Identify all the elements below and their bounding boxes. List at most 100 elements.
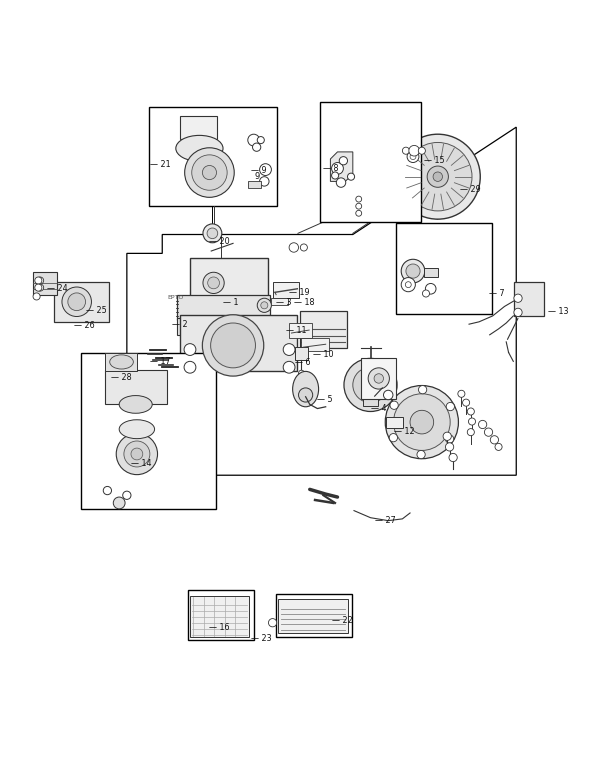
Circle shape [192, 155, 227, 190]
Circle shape [332, 163, 343, 174]
Text: — 5: — 5 [317, 395, 333, 404]
Text: eReplacementParts.com: eReplacementParts.com [185, 385, 405, 403]
Text: — 7: — 7 [489, 289, 504, 298]
Ellipse shape [119, 396, 152, 413]
Circle shape [363, 378, 378, 392]
Text: — 9: — 9 [251, 167, 266, 175]
Circle shape [35, 277, 42, 284]
Circle shape [368, 367, 389, 389]
Text: — 23: — 23 [251, 633, 271, 643]
Circle shape [33, 293, 40, 300]
Circle shape [124, 441, 150, 467]
Circle shape [35, 284, 42, 291]
Circle shape [332, 172, 339, 179]
Text: — 15: — 15 [424, 156, 444, 165]
Circle shape [445, 435, 454, 443]
Circle shape [422, 290, 430, 297]
Circle shape [407, 151, 419, 163]
Circle shape [409, 145, 419, 156]
Text: — 21: — 21 [150, 160, 171, 170]
Circle shape [103, 487, 112, 495]
Text: — 12: — 12 [394, 427, 415, 436]
Circle shape [514, 308, 522, 316]
Circle shape [418, 386, 427, 393]
Polygon shape [127, 127, 516, 475]
Circle shape [37, 277, 44, 284]
Bar [117, 370, 127, 374]
Circle shape [348, 173, 355, 180]
Circle shape [417, 451, 425, 458]
Text: — 1: — 1 [223, 299, 238, 307]
Circle shape [405, 282, 411, 287]
Text: — 20: — 20 [209, 237, 230, 246]
Circle shape [467, 429, 474, 435]
Circle shape [68, 293, 86, 311]
Bar [105, 352, 137, 371]
Circle shape [433, 172, 442, 181]
Bar [396, 222, 492, 314]
Bar [33, 272, 57, 295]
Text: — 10: — 10 [313, 351, 333, 359]
Circle shape [406, 264, 420, 278]
Circle shape [300, 244, 307, 251]
Circle shape [353, 367, 388, 403]
Bar [514, 282, 544, 316]
Circle shape [203, 224, 222, 243]
Bar [300, 311, 347, 348]
Circle shape [283, 361, 295, 373]
Circle shape [410, 410, 434, 434]
Circle shape [123, 491, 131, 500]
Circle shape [445, 443, 454, 451]
Text: — 4: — 4 [371, 404, 386, 413]
Circle shape [389, 433, 398, 442]
Text: — 11: — 11 [286, 325, 306, 335]
Bar [177, 319, 204, 335]
Circle shape [202, 315, 264, 376]
Bar [278, 599, 348, 633]
Bar [386, 417, 403, 428]
Bar [188, 591, 254, 640]
Circle shape [385, 386, 458, 458]
Circle shape [449, 453, 457, 461]
Circle shape [211, 323, 255, 367]
Circle shape [404, 142, 472, 211]
Text: EPTO: EPTO [168, 295, 184, 300]
Text: — 2: — 2 [172, 319, 188, 329]
Circle shape [446, 403, 454, 411]
Circle shape [62, 287, 91, 316]
Bar [105, 371, 167, 404]
Text: — 3: — 3 [276, 298, 291, 307]
Text: — 6: — 6 [295, 358, 310, 367]
Polygon shape [330, 152, 353, 181]
Bar [301, 338, 329, 351]
Circle shape [356, 196, 362, 202]
Bar [180, 316, 297, 371]
Bar [81, 352, 216, 509]
Circle shape [490, 435, 499, 444]
Circle shape [131, 448, 143, 460]
Bar [121, 376, 132, 380]
Text: — 17: — 17 [150, 358, 171, 367]
Circle shape [401, 277, 415, 292]
Circle shape [207, 228, 218, 238]
Circle shape [299, 388, 313, 402]
Circle shape [478, 420, 487, 429]
Bar [113, 364, 124, 368]
Text: — 22: — 22 [332, 616, 352, 625]
Circle shape [253, 143, 261, 151]
Circle shape [458, 390, 465, 397]
Circle shape [401, 259, 425, 283]
Bar [289, 323, 312, 338]
Circle shape [356, 210, 362, 216]
Text: — 27: — 27 [375, 516, 395, 525]
Circle shape [185, 147, 234, 197]
Circle shape [203, 272, 224, 293]
Circle shape [208, 277, 219, 289]
Bar [361, 358, 396, 399]
Bar [320, 102, 421, 222]
Circle shape [116, 433, 158, 474]
Bar [271, 298, 288, 306]
Bar [180, 116, 217, 139]
Circle shape [468, 418, 476, 425]
Bar [276, 594, 352, 637]
